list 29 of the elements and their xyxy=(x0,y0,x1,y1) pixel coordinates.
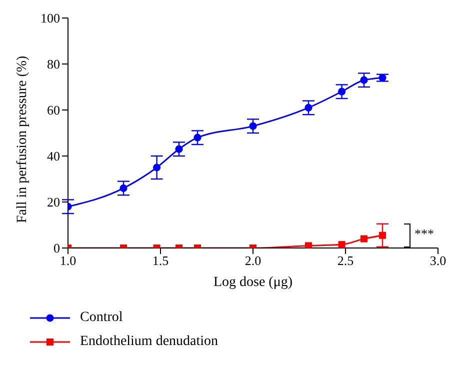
legend-label: Endothelium denudation xyxy=(80,334,218,350)
point xyxy=(305,242,312,248)
point xyxy=(249,122,257,130)
y-tick-label: 20 xyxy=(47,194,60,210)
point xyxy=(360,235,368,242)
point xyxy=(175,145,183,153)
y-tick-label: 100 xyxy=(40,10,60,26)
y-tick-label: 80 xyxy=(47,56,60,72)
x-axis-title: Log dose (μg) xyxy=(213,275,293,290)
point xyxy=(360,76,368,84)
point xyxy=(194,134,202,142)
annotation: *** xyxy=(414,226,434,242)
x-tick-label: 1.5 xyxy=(152,253,169,268)
x-tick-label: 1.0 xyxy=(60,253,76,268)
x-tick-label: 2.0 xyxy=(244,253,262,268)
point xyxy=(379,232,386,239)
legend-label: Control xyxy=(80,310,123,326)
x-tick-label: 2.5 xyxy=(337,253,354,268)
point xyxy=(338,88,346,96)
point xyxy=(338,241,346,248)
point xyxy=(153,164,161,172)
y-tick-label: 60 xyxy=(47,102,60,118)
point xyxy=(120,184,128,192)
y-tick-label: 0 xyxy=(54,240,60,256)
y-tick-label: 40 xyxy=(47,148,60,164)
point xyxy=(304,104,312,112)
x-tick-label: 3.0 xyxy=(430,253,446,268)
y-axis-title: Fall in perfusion pressure (%) xyxy=(14,55,30,223)
point xyxy=(378,74,386,82)
